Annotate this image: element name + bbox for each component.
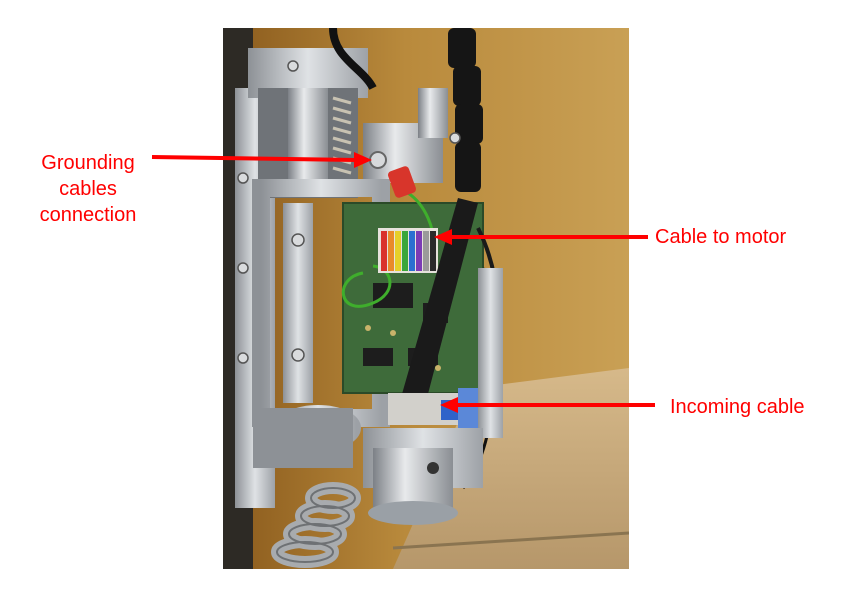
grounding-label-line-3: connection bbox=[39, 204, 137, 226]
motor-label: Cable to motor bbox=[655, 226, 787, 248]
device-photo bbox=[223, 28, 629, 569]
incoming-label: Incoming cable bbox=[670, 396, 805, 418]
motor-arrowhead bbox=[434, 229, 452, 245]
grounding-label: Grounding cables connection bbox=[28, 150, 148, 228]
grounding-arrowhead bbox=[354, 152, 372, 168]
grounding-label-line-2: cables bbox=[59, 178, 117, 200]
grounding-arrow bbox=[151, 155, 357, 162]
incoming-arrowhead bbox=[440, 397, 458, 413]
grounding-label-line-1: Grounding bbox=[41, 152, 135, 174]
